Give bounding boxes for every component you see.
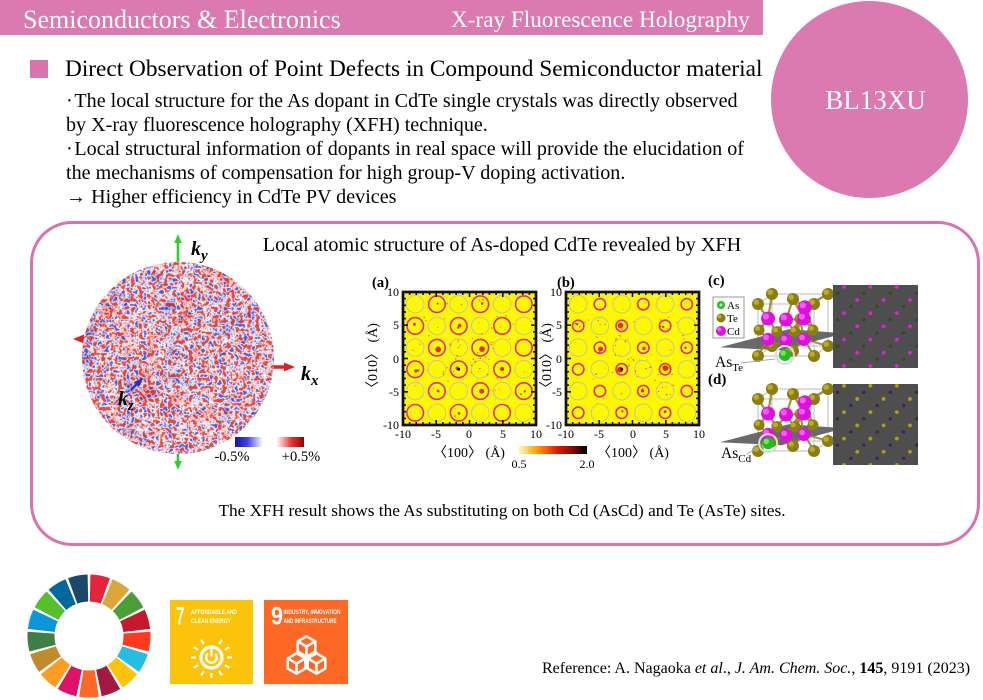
- svg-text:10: 10: [550, 285, 562, 299]
- svg-text:0: 0: [393, 352, 399, 366]
- svg-text:5: 5: [393, 318, 399, 332]
- svg-text:-5: -5: [552, 385, 562, 399]
- svg-text:As: As: [727, 300, 739, 312]
- svg-text:(d): (d): [708, 372, 726, 388]
- svg-text:-10: -10: [558, 427, 574, 441]
- svg-text:〈010〉 (Å): 〈010〉 (Å): [539, 323, 555, 395]
- svg-text:AsCd: AsCd: [721, 445, 752, 465]
- svg-text:0: 0: [556, 352, 562, 366]
- svg-text:0: 0: [466, 427, 472, 441]
- svg-text:-0.5%: -0.5%: [214, 449, 249, 465]
- svg-text:10: 10: [530, 427, 542, 441]
- svg-text:CLEAN ENERGY: CLEAN ENERGY: [191, 618, 232, 625]
- svg-text:5: 5: [556, 318, 562, 332]
- svg-text:(b): (b): [557, 275, 575, 291]
- svg-text:-5: -5: [431, 427, 441, 441]
- svg-text:ky: ky: [191, 238, 208, 264]
- svg-text:〈100〉 (Å): 〈100〉 (Å): [433, 445, 505, 461]
- svg-text:10: 10: [387, 285, 399, 299]
- svg-text:5: 5: [663, 427, 669, 441]
- svg-text:5: 5: [500, 427, 506, 441]
- svg-text:AND INFRASTRUCTURE: AND INFRASTRUCTURE: [284, 618, 337, 625]
- svg-text:(c): (c): [708, 273, 725, 289]
- svg-text:0.5: 0.5: [512, 457, 527, 471]
- svg-text:〈100〉 (Å): 〈100〉 (Å): [597, 445, 669, 461]
- svg-text:7: 7: [176, 603, 185, 631]
- svg-text:〈010〉 (Å): 〈010〉 (Å): [365, 323, 381, 395]
- svg-text:-5: -5: [594, 427, 604, 441]
- svg-text:Cd: Cd: [727, 326, 740, 338]
- svg-text:(a): (a): [372, 275, 389, 291]
- svg-text:-10: -10: [383, 418, 399, 432]
- svg-text:kx: kx: [301, 363, 319, 389]
- svg-text:0: 0: [630, 427, 636, 441]
- svg-text:AsTe: AsTe: [715, 354, 743, 374]
- svg-text:+0.5%: +0.5%: [282, 449, 320, 465]
- svg-text:10: 10: [693, 427, 705, 441]
- svg-text:Te: Te: [727, 313, 738, 325]
- svg-text:-10: -10: [395, 427, 411, 441]
- svg-text:2.0: 2.0: [580, 457, 595, 471]
- svg-text:AFFORDABLE AND: AFFORDABLE AND: [191, 609, 237, 616]
- svg-text:9: 9: [271, 603, 283, 631]
- svg-text:-5: -5: [389, 385, 399, 399]
- svg-text:-10: -10: [546, 418, 562, 432]
- svg-text:INDUSTRY, INNOVATION: INDUSTRY, INNOVATION: [284, 609, 341, 616]
